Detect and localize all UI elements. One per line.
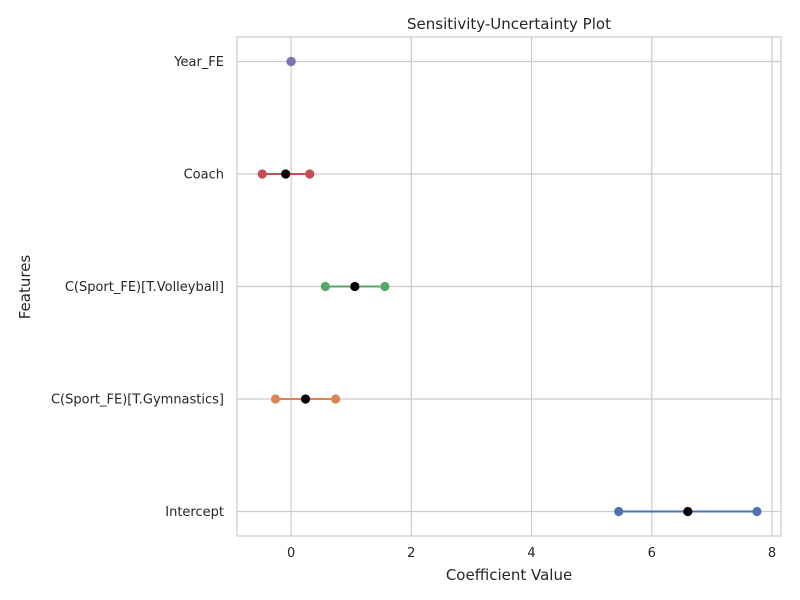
lower-bound-point xyxy=(270,394,281,404)
upper-bound-point xyxy=(305,169,315,179)
x-tick-label: 8 xyxy=(768,546,776,561)
feature-interval xyxy=(286,56,296,67)
estimate-point xyxy=(683,506,693,517)
feature-interval xyxy=(270,394,341,404)
y-tick-label: Coach xyxy=(184,168,224,183)
data-series xyxy=(257,56,762,517)
upper-bound-point xyxy=(752,506,762,517)
chart-title: Sensitivity-Uncertainty Plot xyxy=(407,15,611,33)
plot-frame xyxy=(236,36,782,537)
grid-lines xyxy=(237,37,781,536)
upper-bound-point xyxy=(380,281,390,292)
estimate-point xyxy=(300,394,311,404)
y-axis-title: Features xyxy=(16,255,34,320)
lower-bound-point xyxy=(614,506,624,517)
y-tick-labels: Year_FE Coach C(Sport_FE)[T.Volleyball] C(S… xyxy=(51,55,224,520)
y-tick-label: C(Sport_FE)[T.Volleyball] xyxy=(65,280,224,295)
lower-bound-point xyxy=(320,281,330,292)
x-tick-labels: 0 2 4 6 8 xyxy=(287,546,776,561)
x-axis-title: Coefficient Value xyxy=(446,566,572,584)
y-tick-label: Year_FE xyxy=(173,55,224,70)
x-tick-label: 2 xyxy=(407,546,415,561)
feature-interval xyxy=(257,169,315,179)
estimate-point xyxy=(281,169,291,179)
feature-interval xyxy=(614,506,762,517)
y-tick-label: C(Sport_FE)[T.Gymnastics] xyxy=(51,393,224,408)
lower-bound-point xyxy=(257,169,267,179)
y-tick-label: Intercept xyxy=(165,505,224,520)
x-tick-label: 0 xyxy=(287,546,295,561)
x-tick-label: 6 xyxy=(648,546,656,561)
x-tick-label: 4 xyxy=(527,546,535,561)
estimate-point xyxy=(350,281,360,292)
upper-bound-point xyxy=(330,394,341,404)
feature-interval xyxy=(320,281,390,292)
estimate-point xyxy=(286,56,296,67)
